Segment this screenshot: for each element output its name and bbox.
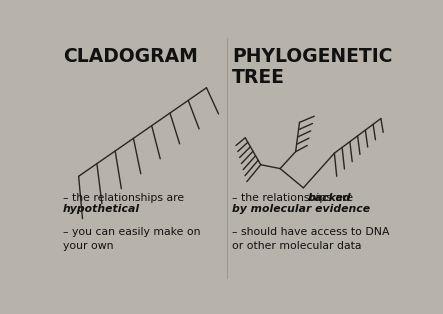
- Text: PHYLOGENETIC
TREE: PHYLOGENETIC TREE: [232, 47, 392, 87]
- Text: by molecular evidence: by molecular evidence: [232, 204, 370, 214]
- Text: hypothetical: hypothetical: [63, 204, 140, 214]
- Text: – the relationships are: – the relationships are: [232, 193, 357, 203]
- Text: – should have access to DNA
or other molecular data: – should have access to DNA or other mol…: [232, 227, 389, 251]
- Text: backed: backed: [307, 193, 351, 203]
- Text: – the relationships are: – the relationships are: [63, 193, 184, 203]
- Text: – you can easily make on
your own: – you can easily make on your own: [63, 227, 201, 251]
- Text: CLADOGRAM: CLADOGRAM: [63, 47, 198, 66]
